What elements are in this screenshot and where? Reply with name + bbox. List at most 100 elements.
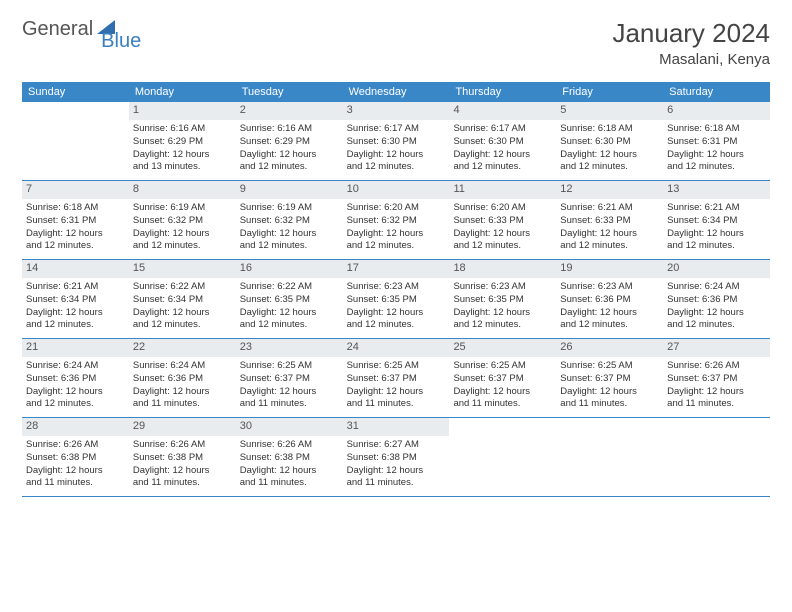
sunset-text: Sunset: 6:35 PM bbox=[453, 294, 552, 306]
sunset-text: Sunset: 6:37 PM bbox=[347, 373, 446, 385]
day-cell: 8Sunrise: 6:19 AMSunset: 6:32 PMDaylight… bbox=[129, 181, 236, 259]
logo-text-blue: Blue bbox=[101, 30, 141, 53]
day-cell: 21Sunrise: 6:24 AMSunset: 6:36 PMDayligh… bbox=[22, 339, 129, 417]
daylight-text: Daylight: 12 hours bbox=[560, 149, 659, 161]
day-of-week-header: Tuesday bbox=[236, 82, 343, 102]
sunrise-text: Sunrise: 6:17 AM bbox=[453, 123, 552, 135]
location: Masalani, Kenya bbox=[612, 51, 770, 68]
day-of-week-header: Thursday bbox=[449, 82, 556, 102]
day-cell: 15Sunrise: 6:22 AMSunset: 6:34 PMDayligh… bbox=[129, 260, 236, 338]
calendar: SundayMondayTuesdayWednesdayThursdayFrid… bbox=[22, 82, 770, 497]
sunrise-text: Sunrise: 6:25 AM bbox=[240, 360, 339, 372]
daylight-text: Daylight: 12 hours bbox=[133, 228, 232, 240]
sunset-text: Sunset: 6:29 PM bbox=[240, 136, 339, 148]
sunset-text: Sunset: 6:31 PM bbox=[26, 215, 125, 227]
sunset-text: Sunset: 6:32 PM bbox=[240, 215, 339, 227]
day-cell: 19Sunrise: 6:23 AMSunset: 6:36 PMDayligh… bbox=[556, 260, 663, 338]
daylight-text: Daylight: 12 hours bbox=[26, 386, 125, 398]
logo-text-general: General bbox=[22, 18, 93, 41]
daylight-text: and 12 minutes. bbox=[667, 319, 766, 331]
daylight-text: Daylight: 12 hours bbox=[453, 386, 552, 398]
day-cell: 7 Sunrise: 6:18 AMSunset: 6:31 PMDaylight… bbox=[22, 181, 129, 259]
sunset-text: Sunset: 6:37 PM bbox=[667, 373, 766, 385]
sunset-text: Sunset: 6:35 PM bbox=[240, 294, 339, 306]
day-number: 31 bbox=[343, 418, 450, 436]
sunset-text: Sunset: 6:37 PM bbox=[453, 373, 552, 385]
sunset-text: Sunset: 6:30 PM bbox=[560, 136, 659, 148]
day-cell: 28Sunrise: 6:26 AMSunset: 6:38 PMDayligh… bbox=[22, 418, 129, 496]
day-of-week-header: Sunday bbox=[22, 82, 129, 102]
day-cell: 24Sunrise: 6:25 AMSunset: 6:37 PMDayligh… bbox=[343, 339, 450, 417]
sunset-text: Sunset: 6:32 PM bbox=[133, 215, 232, 227]
day-cell: 12Sunrise: 6:21 AMSunset: 6:33 PMDayligh… bbox=[556, 181, 663, 259]
day-number: 4 bbox=[449, 102, 556, 120]
title-block: January 2024 Masalani, Kenya bbox=[612, 18, 770, 68]
sunrise-text: Sunrise: 6:20 AM bbox=[347, 202, 446, 214]
daylight-text: Daylight: 12 hours bbox=[667, 149, 766, 161]
daylight-text: and 12 minutes. bbox=[560, 319, 659, 331]
day-cell: 1Sunrise: 6:16 AMSunset: 6:29 PMDaylight… bbox=[129, 102, 236, 180]
sunset-text: Sunset: 6:33 PM bbox=[560, 215, 659, 227]
day-cell: 22Sunrise: 6:24 AMSunset: 6:36 PMDayligh… bbox=[129, 339, 236, 417]
day-number: 23 bbox=[236, 339, 343, 357]
day-of-week-header: Monday bbox=[129, 82, 236, 102]
daylight-text: Daylight: 12 hours bbox=[453, 149, 552, 161]
day-number: 20 bbox=[663, 260, 770, 278]
sunrise-text: Sunrise: 6:26 AM bbox=[667, 360, 766, 372]
daylight-text: Daylight: 12 hours bbox=[26, 228, 125, 240]
day-number: 30 bbox=[236, 418, 343, 436]
day-number: 28 bbox=[22, 418, 129, 436]
sunrise-text: Sunrise: 6:27 AM bbox=[347, 439, 446, 451]
daylight-text: Daylight: 12 hours bbox=[667, 307, 766, 319]
day-number: 24 bbox=[343, 339, 450, 357]
daylight-text: and 12 minutes. bbox=[240, 240, 339, 252]
daylight-text: Daylight: 12 hours bbox=[560, 307, 659, 319]
daylight-text: and 12 minutes. bbox=[240, 319, 339, 331]
day-cell: . bbox=[22, 102, 129, 180]
day-cell: 27Sunrise: 6:26 AMSunset: 6:37 PMDayligh… bbox=[663, 339, 770, 417]
day-cell: 18Sunrise: 6:23 AMSunset: 6:35 PMDayligh… bbox=[449, 260, 556, 338]
day-number: 25 bbox=[449, 339, 556, 357]
daylight-text: Daylight: 12 hours bbox=[240, 307, 339, 319]
day-number: 26 bbox=[556, 339, 663, 357]
day-cell: 13Sunrise: 6:21 AMSunset: 6:34 PMDayligh… bbox=[663, 181, 770, 259]
day-cell: 3Sunrise: 6:17 AMSunset: 6:30 PMDaylight… bbox=[343, 102, 450, 180]
day-of-week-header: Wednesday bbox=[343, 82, 450, 102]
daylight-text: and 12 minutes. bbox=[26, 398, 125, 410]
day-cell: . bbox=[449, 418, 556, 496]
sunset-text: Sunset: 6:35 PM bbox=[347, 294, 446, 306]
daylight-text: and 11 minutes. bbox=[667, 398, 766, 410]
logo: General Blue bbox=[22, 18, 117, 41]
sunset-text: Sunset: 6:36 PM bbox=[133, 373, 232, 385]
sunset-text: Sunset: 6:36 PM bbox=[667, 294, 766, 306]
sunrise-text: Sunrise: 6:24 AM bbox=[133, 360, 232, 372]
daylight-text: and 12 minutes. bbox=[453, 240, 552, 252]
day-cell: 14Sunrise: 6:21 AMSunset: 6:34 PMDayligh… bbox=[22, 260, 129, 338]
daylight-text: and 12 minutes. bbox=[453, 161, 552, 173]
day-number: 17 bbox=[343, 260, 450, 278]
daylight-text: and 11 minutes. bbox=[133, 398, 232, 410]
day-number: 7 bbox=[22, 181, 129, 199]
daylight-text: and 12 minutes. bbox=[667, 240, 766, 252]
daylight-text: and 12 minutes. bbox=[240, 161, 339, 173]
sunset-text: Sunset: 6:36 PM bbox=[560, 294, 659, 306]
daylight-text: and 11 minutes. bbox=[560, 398, 659, 410]
sunrise-text: Sunrise: 6:18 AM bbox=[26, 202, 125, 214]
daylight-text: Daylight: 12 hours bbox=[667, 386, 766, 398]
daylight-text: Daylight: 12 hours bbox=[347, 149, 446, 161]
sunrise-text: Sunrise: 6:17 AM bbox=[347, 123, 446, 135]
sunrise-text: Sunrise: 6:25 AM bbox=[560, 360, 659, 372]
sunrise-text: Sunrise: 6:22 AM bbox=[240, 281, 339, 293]
day-number: 11 bbox=[449, 181, 556, 199]
sunrise-text: Sunrise: 6:24 AM bbox=[667, 281, 766, 293]
daylight-text: and 11 minutes. bbox=[133, 477, 232, 489]
sunrise-text: Sunrise: 6:16 AM bbox=[240, 123, 339, 135]
sunset-text: Sunset: 6:37 PM bbox=[240, 373, 339, 385]
daylight-text: and 11 minutes. bbox=[240, 398, 339, 410]
daylight-text: and 12 minutes. bbox=[347, 161, 446, 173]
day-number: 10 bbox=[343, 181, 450, 199]
sunrise-text: Sunrise: 6:23 AM bbox=[347, 281, 446, 293]
sunrise-text: Sunrise: 6:18 AM bbox=[667, 123, 766, 135]
sunrise-text: Sunrise: 6:26 AM bbox=[133, 439, 232, 451]
daylight-text: Daylight: 12 hours bbox=[133, 149, 232, 161]
